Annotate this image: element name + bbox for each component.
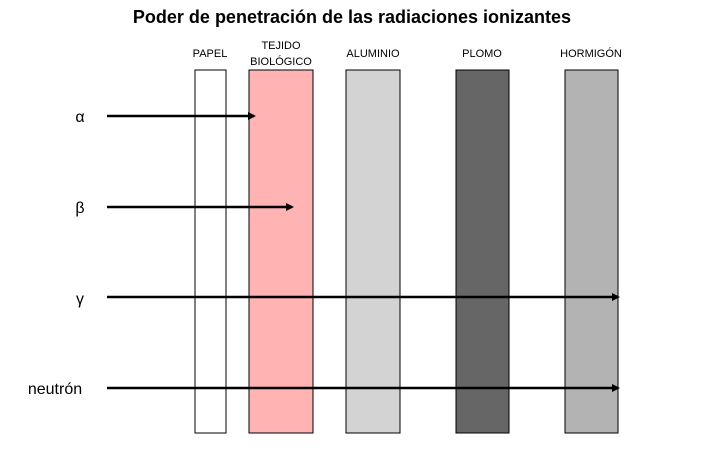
material-label: PAPEL — [193, 48, 228, 60]
paper-slab — [194, 69, 227, 434]
radiation-label: γ — [76, 291, 84, 308]
material-label: ALUMINIO — [346, 48, 400, 60]
concrete-slab — [564, 69, 619, 434]
radiation-label: α — [75, 109, 84, 126]
lead-slab — [455, 69, 510, 434]
radiation-label: β — [75, 200, 84, 217]
title: Poder de penetración de las radiaciones … — [133, 7, 571, 27]
tissue-slab — [248, 69, 314, 434]
material-label: TEJIDO — [261, 40, 301, 52]
aluminium-slab — [345, 69, 401, 434]
radiation-label: neutrón — [28, 381, 82, 398]
material-label: HORMIGÓN — [560, 47, 622, 60]
material-label: PLOMO — [462, 48, 502, 60]
material-label: BIOLÓGICO — [250, 55, 312, 68]
